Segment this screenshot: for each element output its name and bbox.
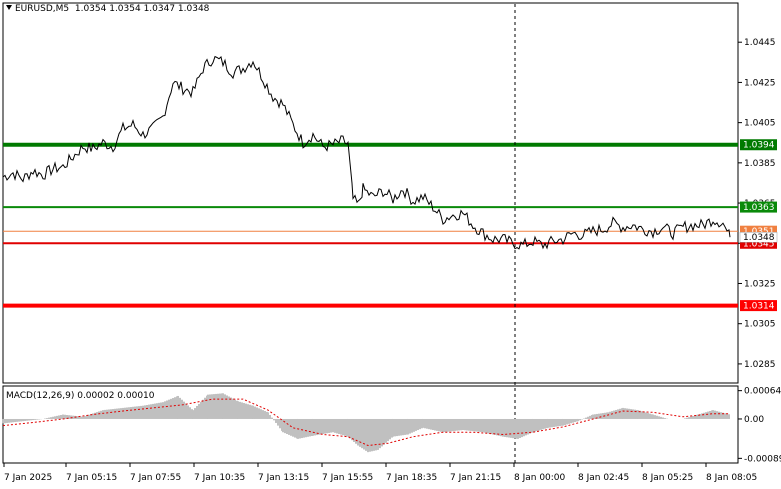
dropdown-triangle-icon[interactable] [6, 5, 12, 10]
current-price-tag [739, 231, 778, 243]
macd-label: MACD(12,26,9) 0.00002 0.00010 [6, 391, 155, 401]
time-tick-label: 7 Jan 18:35 [386, 473, 437, 483]
time-tick-label: 8 Jan 02:45 [578, 473, 629, 483]
macd-tick-label: 0.00 [744, 415, 764, 425]
price-tick-label: 1.0285 [744, 360, 776, 370]
macd-tick-label: -0.00089 [744, 454, 781, 464]
price-tick-label: 1.0425 [744, 78, 776, 88]
level-price-label: 1.0314 [743, 302, 775, 312]
time-tick-label: 8 Jan 05:25 [642, 473, 693, 483]
time-tick-label: 7 Jan 15:55 [322, 473, 373, 483]
time-tick-label: 7 Jan 21:15 [450, 473, 501, 483]
symbol-header: EURUSD,M5 1.0354 1.0354 1.0347 1.0348 [6, 4, 209, 14]
level-price-tag [740, 237, 777, 249]
macd-header: MACD(12,26,9) 0.00002 0.00010 [6, 391, 155, 401]
price-tick-label: 1.0325 [744, 279, 776, 289]
price-tick-label: 1.0305 [744, 320, 776, 330]
time-tick-label: 8 Jan 08:05 [706, 473, 757, 483]
level-price-label: 1.0363 [743, 203, 775, 213]
time-tick-label: 7 Jan 10:35 [194, 473, 245, 483]
level-price-label: 1.0394 [743, 141, 775, 151]
time-tick-label: 8 Jan 00:00 [514, 473, 566, 483]
level-price-tag [740, 201, 777, 213]
level-price-tag [740, 225, 777, 237]
ohlc-label: 1.0354 1.0354 1.0347 1.0348 [74, 4, 210, 14]
level-price-label: 1.0345 [743, 239, 775, 249]
macd-signal-line [2, 398, 730, 447]
price-series-line [2, 55, 731, 250]
price-tick-label: 1.0405 [744, 119, 776, 129]
current-price-label: 1.0348 [743, 233, 775, 243]
time-tick-label: 7 Jan 07:55 [130, 473, 181, 483]
price-tick-label: 1.0445 [744, 38, 776, 48]
level-price-tag [740, 139, 777, 151]
time-tick-label: 7 Jan 2025 [4, 473, 52, 483]
time-tick-label: 7 Jan 05:15 [66, 473, 117, 483]
level-price-tag [740, 300, 777, 312]
time-tick-label: 7 Jan 13:15 [258, 473, 309, 483]
symbol-label: EURUSD,M5 [15, 4, 70, 14]
macd-tick-label: 0.00064 [744, 387, 781, 397]
price-tick-label: 1.0385 [744, 159, 776, 169]
